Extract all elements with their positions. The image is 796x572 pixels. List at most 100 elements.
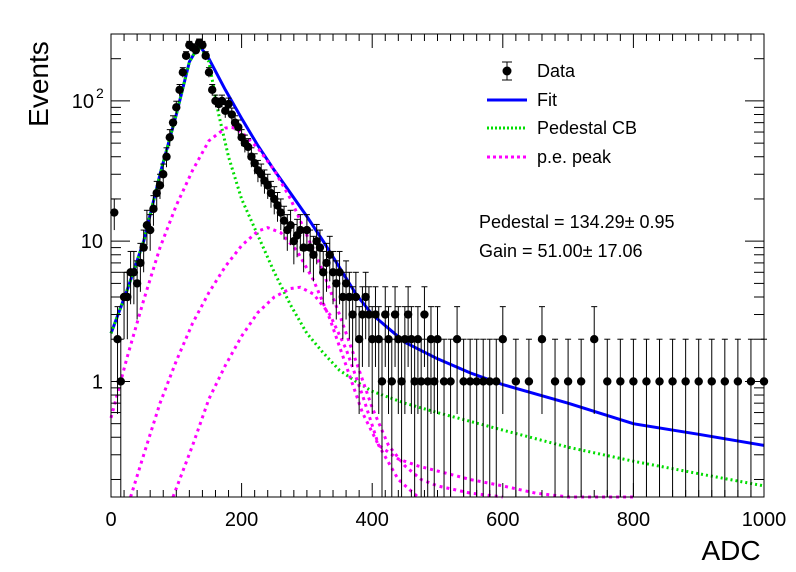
data-point (123, 292, 132, 302)
data-point (423, 377, 432, 386)
y-axis-label: Events (23, 41, 54, 127)
data-point (110, 208, 119, 217)
legend: Data Fit Pedestal CB p.e. peak (487, 61, 637, 167)
y-tick-label-exponent: 2 (96, 85, 104, 101)
data-point (270, 194, 279, 204)
data-point (403, 310, 413, 319)
data-point (485, 377, 494, 386)
data-point (309, 250, 318, 259)
data-point (446, 377, 455, 386)
data-point (368, 335, 377, 344)
data-point (152, 188, 161, 198)
data-point (172, 103, 181, 112)
data-point (668, 377, 677, 386)
x-tick-label: 600 (486, 509, 519, 531)
data-point (263, 181, 272, 190)
y-tick-label: 1 (92, 371, 103, 393)
data-point (459, 377, 468, 386)
legend-entry-data: Data (502, 61, 576, 81)
data-point (439, 377, 449, 386)
data-point (208, 85, 217, 95)
data-point (681, 377, 690, 386)
data-point (243, 142, 253, 152)
data-point (181, 51, 191, 60)
data-point (733, 377, 743, 386)
data-point (338, 292, 348, 302)
data-point (563, 377, 573, 386)
data-point (433, 335, 442, 344)
x-tick-label: 800 (617, 509, 650, 531)
data-point (387, 377, 396, 386)
x-tick-label: 200 (225, 509, 258, 531)
data-point (296, 225, 305, 235)
data-point (371, 310, 380, 319)
curve-p-e-peak-1-p-e (109, 125, 503, 499)
data-point (361, 292, 370, 302)
legend-label-data: Data (537, 61, 576, 81)
data-point (159, 170, 168, 179)
annotation-gain: Gain = 51.00± 17.06 (479, 241, 643, 261)
data-point (325, 250, 334, 259)
data-point (136, 258, 145, 268)
data-point (377, 377, 387, 386)
data-point (175, 85, 184, 95)
data-point (286, 220, 295, 230)
data-point (149, 204, 158, 214)
data-point (407, 335, 416, 344)
data-point (319, 268, 328, 277)
data-point (335, 268, 344, 277)
data-point (416, 377, 426, 386)
data-point (204, 68, 214, 77)
data-point (217, 96, 227, 106)
data-point (537, 335, 547, 344)
data-point (191, 45, 201, 55)
data-point (256, 170, 266, 179)
data-point (312, 236, 321, 246)
data-point (426, 335, 436, 344)
data-point (322, 258, 331, 268)
data-point (345, 292, 354, 302)
data-point (247, 152, 256, 161)
data-point (168, 118, 178, 127)
data-point (227, 110, 237, 119)
y-tick-label: 10 (81, 231, 103, 253)
data-point (400, 335, 410, 344)
data-point (201, 51, 210, 60)
data-point (550, 377, 560, 386)
legend-label-pe-peak: p.e. peak (537, 147, 612, 167)
data-point (178, 68, 188, 77)
data-point (165, 133, 174, 142)
data-point (132, 279, 142, 288)
data-point (472, 377, 481, 386)
data-point (348, 310, 357, 319)
x-axis-label: ADC (701, 535, 760, 566)
data-point (354, 335, 364, 344)
curve-pedestal-cb (109, 43, 765, 488)
data-point (430, 377, 439, 386)
x-tick-label: 400 (356, 509, 389, 531)
data-point (315, 243, 325, 252)
data-points-layer (110, 38, 769, 497)
data-point (221, 106, 230, 116)
data-point (341, 279, 351, 288)
data-point (250, 158, 259, 168)
data-point (524, 377, 534, 386)
data-point (351, 292, 361, 302)
data-point (492, 377, 501, 386)
data-point (364, 310, 374, 319)
data-point (616, 377, 625, 386)
data-point (302, 225, 312, 235)
data-point (381, 310, 390, 319)
data-point (139, 243, 148, 252)
data-point (224, 99, 233, 109)
data-point (590, 335, 599, 344)
data-point (511, 377, 521, 386)
data-point (397, 377, 406, 386)
data-point (299, 243, 308, 252)
data-point (410, 377, 419, 386)
data-point (479, 377, 488, 386)
data-point (498, 335, 507, 344)
data-point (576, 377, 586, 386)
